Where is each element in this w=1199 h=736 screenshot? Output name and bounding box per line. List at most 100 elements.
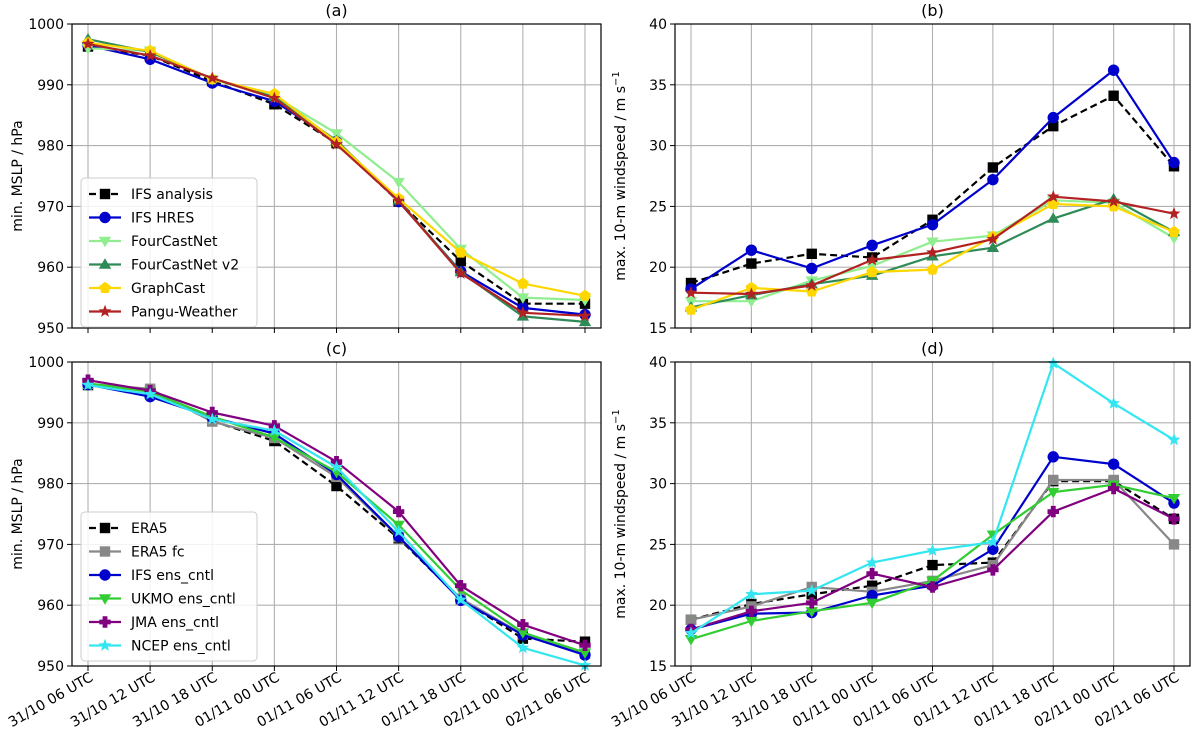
y-axis-label: max. 10-m windspeed / m s−1: [611, 71, 629, 281]
data-point: [684, 626, 698, 639]
y-tick-label: 1000: [28, 17, 64, 33]
series-group: [684, 190, 1181, 300]
y-tick-label: 20: [649, 598, 667, 614]
chart-panel: 950 960 970 980 990 1000 (a) min. MSLP / hPa IFS…: [10, 1, 602, 337]
series-line: [87, 384, 586, 643]
data-point: [745, 297, 758, 308]
panel-title: (d): [921, 339, 944, 358]
data-point: [1107, 64, 1120, 76]
data-point: [685, 303, 697, 315]
legend-marker: [98, 594, 112, 605]
legend-marker: [99, 569, 111, 581]
legend-label: GraphCast: [131, 281, 206, 297]
y-tick-label: 970: [37, 199, 64, 215]
data-point: [392, 505, 405, 518]
data-point: [392, 524, 405, 538]
data-point: [1047, 212, 1060, 223]
data-point: [746, 258, 757, 269]
legend-marker: [98, 258, 112, 269]
data-point: [579, 289, 591, 301]
data-point: [81, 37, 95, 50]
y-tick-label: 970: [37, 537, 64, 553]
data-point: [745, 287, 758, 300]
data-point: [1168, 225, 1180, 237]
data-point: [1167, 433, 1181, 446]
y-axis-label: max. 10-m windspeed / m s−1: [611, 409, 629, 619]
data-point: [987, 173, 999, 186]
data-point: [454, 246, 467, 258]
legend-marker: [98, 638, 112, 651]
legend-marker: [99, 281, 111, 293]
panel-title: (c): [326, 339, 347, 358]
series-group: [81, 378, 592, 671]
data-point: [745, 605, 758, 617]
legend-marker: [99, 616, 111, 628]
data-point: [926, 581, 939, 593]
data-point: [926, 543, 939, 556]
legend-label: IFS analysis: [131, 187, 213, 203]
data-point: [455, 255, 466, 267]
y-tick-label: 960: [37, 598, 64, 614]
data-point: [745, 244, 758, 256]
data-point: [927, 559, 938, 571]
y-tick-label: 980: [37, 477, 64, 493]
data-point: [987, 564, 999, 576]
y-tick-label: 950: [37, 321, 64, 337]
data-point: [987, 543, 999, 555]
data-point: [866, 589, 878, 602]
data-point: [517, 277, 529, 289]
data-point: [143, 387, 157, 400]
legend-marker: [99, 522, 111, 534]
data-point: [1107, 194, 1120, 207]
data-point: [578, 315, 592, 327]
data-point: [926, 263, 939, 275]
series-group: [81, 37, 592, 322]
data-point: [684, 286, 698, 299]
data-point: [143, 48, 157, 61]
data-point: [516, 641, 530, 654]
y-axis-label: min. MSLP / hPa: [10, 458, 26, 569]
data-point: [578, 658, 592, 671]
legend-label: IFS HRES: [131, 211, 194, 227]
y-tick-label: 20: [649, 260, 667, 276]
legend-marker: [98, 304, 112, 317]
data-point: [392, 194, 405, 207]
data-point: [1047, 505, 1059, 518]
legend-box: [80, 177, 258, 328]
legend-label: JMA ens_cntl: [130, 615, 219, 631]
legend-label: Pangu-Weather: [131, 305, 238, 321]
y-axis-label: min. MSLP / hPa: [10, 120, 26, 231]
data-point: [865, 598, 879, 609]
data-point: [1168, 156, 1180, 169]
y-tick-label: 25: [649, 537, 667, 553]
data-point: [330, 460, 343, 473]
data-point: [455, 580, 467, 592]
data-point: [1048, 120, 1059, 132]
y-tick-label: 35: [649, 416, 667, 432]
data-point: [1167, 207, 1181, 220]
data-point: [865, 555, 879, 569]
y-tick-label: 35: [649, 78, 667, 94]
y-tick-label: 990: [37, 78, 64, 94]
data-point: [806, 597, 818, 609]
data-point: [1168, 539, 1180, 550]
data-point: [1047, 487, 1060, 499]
legend-marker: [99, 188, 111, 200]
chart-panel: 15 20 25 30 35 40 (b) max. 10-m windspeed / m s…: [611, 1, 1191, 337]
data-point: [866, 265, 878, 278]
legend-marker: [99, 211, 111, 224]
data-point: [805, 278, 819, 291]
legend-label: NCEP ens_cntl: [131, 639, 231, 655]
data-point: [268, 424, 281, 437]
legend-box: [80, 511, 258, 662]
data-point: [1107, 396, 1120, 409]
data-point: [986, 241, 1000, 252]
y-tick-label: 960: [37, 260, 64, 276]
data-point: [684, 635, 698, 646]
data-point: [1047, 451, 1059, 463]
data-point: [579, 639, 591, 651]
data-point: [330, 137, 343, 150]
